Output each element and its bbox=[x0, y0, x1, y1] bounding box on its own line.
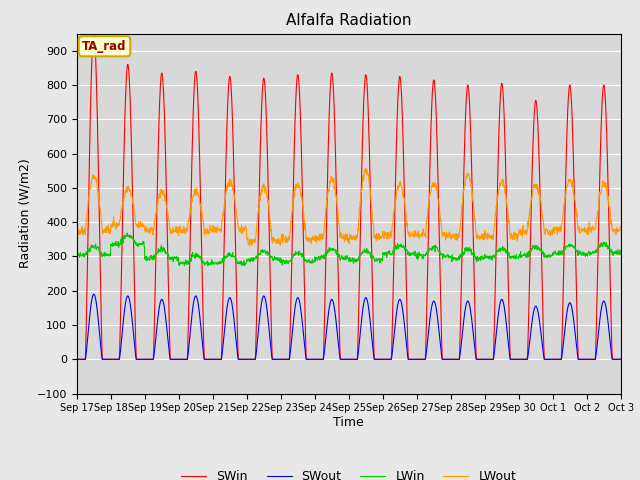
LWout bbox=[412, 231, 419, 237]
SWout bbox=[363, 296, 371, 302]
LWin bbox=[124, 230, 131, 236]
LWin bbox=[291, 252, 298, 258]
X-axis label: Time: Time bbox=[333, 416, 364, 429]
Line: LWin: LWin bbox=[77, 233, 621, 266]
SWin bbox=[411, 357, 419, 362]
LWin bbox=[204, 263, 212, 269]
SWin bbox=[363, 79, 371, 84]
SWin bbox=[90, 31, 98, 36]
SWout bbox=[324, 315, 332, 321]
SWin bbox=[324, 159, 332, 165]
SWout bbox=[90, 291, 98, 297]
LWout bbox=[440, 230, 447, 236]
LWin bbox=[440, 252, 447, 257]
SWout bbox=[439, 357, 447, 362]
SWin bbox=[73, 357, 81, 362]
LWout bbox=[364, 167, 371, 173]
LWin bbox=[364, 249, 371, 254]
SWin bbox=[87, 100, 95, 106]
LWin bbox=[73, 251, 81, 257]
LWin bbox=[324, 248, 332, 253]
LWin bbox=[87, 245, 95, 251]
LWin bbox=[617, 249, 625, 255]
Line: LWout: LWout bbox=[77, 168, 621, 246]
Legend: SWin, SWout, LWin, LWout: SWin, SWout, LWin, LWout bbox=[176, 465, 522, 480]
LWout bbox=[246, 243, 253, 249]
SWout bbox=[291, 311, 298, 316]
SWin bbox=[291, 146, 298, 152]
LWout bbox=[617, 224, 625, 229]
LWout bbox=[73, 228, 81, 234]
Y-axis label: Radiation (W/m2): Radiation (W/m2) bbox=[18, 159, 31, 268]
SWout bbox=[617, 357, 625, 362]
SWout bbox=[411, 357, 419, 362]
LWout bbox=[87, 186, 95, 192]
LWin bbox=[412, 250, 419, 256]
SWin bbox=[617, 357, 625, 362]
Text: TA_rad: TA_rad bbox=[82, 40, 127, 53]
Line: SWout: SWout bbox=[77, 294, 621, 360]
LWout bbox=[362, 166, 370, 171]
LWout bbox=[324, 190, 332, 196]
LWout bbox=[291, 188, 298, 194]
Title: Alfalfa Radiation: Alfalfa Radiation bbox=[286, 13, 412, 28]
SWin bbox=[439, 357, 447, 362]
Line: SWin: SWin bbox=[77, 34, 621, 360]
SWout bbox=[87, 305, 95, 311]
SWout bbox=[73, 357, 81, 362]
